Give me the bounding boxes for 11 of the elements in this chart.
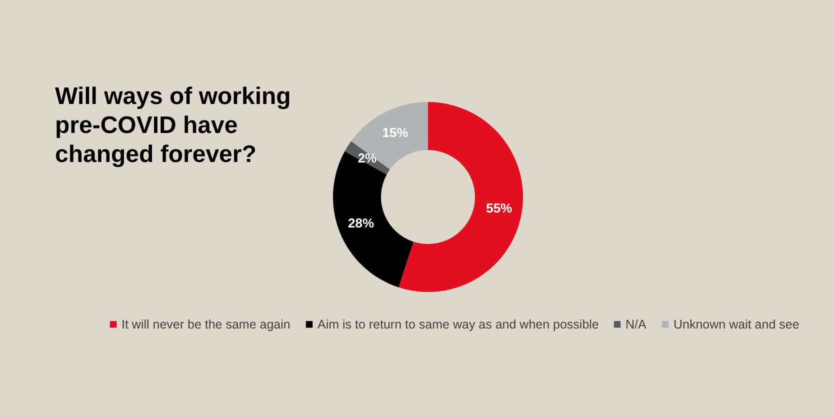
legend-label: Aim is to return to same way as and when possible <box>318 317 599 332</box>
data-label: 15% <box>382 124 409 140</box>
legend-label: It will never be the same again <box>122 317 290 332</box>
legend-label: N/A <box>626 317 647 332</box>
data-label: 28% <box>348 216 374 231</box>
donut-slice <box>333 151 414 288</box>
chart-title: Will ways of working pre-COVID have changed forever? <box>55 82 292 169</box>
donut-slice <box>351 102 428 170</box>
data-label: 2% <box>358 150 378 166</box>
data-label: 55% <box>486 200 513 216</box>
legend-label: Unknown wait and see <box>674 317 800 332</box>
